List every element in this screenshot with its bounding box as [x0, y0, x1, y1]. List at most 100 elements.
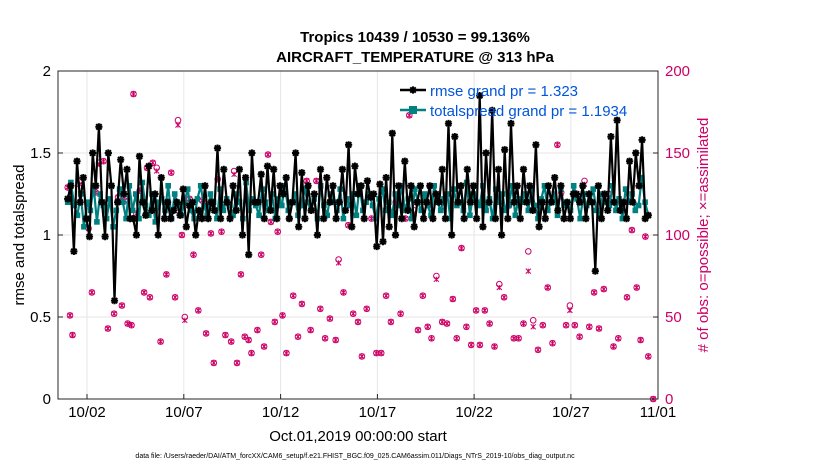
totalspread-point — [502, 207, 509, 214]
obs-assimilated-marker — [238, 271, 244, 278]
rmse-point — [157, 174, 165, 182]
obs-assimilated-marker — [119, 302, 125, 309]
rmse-point — [223, 198, 231, 206]
rmse-point — [316, 165, 325, 173]
obs-assimilated-marker — [274, 228, 281, 235]
totalspread-point — [304, 199, 311, 205]
totalspread-point — [528, 186, 535, 192]
totalspread-point — [97, 191, 103, 197]
obs-possible-marker — [529, 317, 537, 324]
rmse-point — [273, 215, 281, 223]
obs-possible-marker — [241, 333, 249, 341]
obs-possible-marker — [637, 336, 644, 344]
rmse-point — [629, 198, 637, 206]
obs-possible-marker — [146, 294, 154, 301]
rmse-point — [572, 190, 581, 198]
rmse-point — [164, 198, 172, 206]
rmse-point — [95, 123, 103, 131]
rmse-point — [498, 231, 506, 239]
totalspread-point — [541, 183, 548, 189]
obs-assimilated-marker — [222, 332, 229, 338]
totalspread-point — [81, 224, 87, 230]
obs-assimilated-marker — [195, 307, 202, 314]
y-left-tick-label: 0.5 — [30, 309, 51, 326]
obs-possible-marker — [69, 331, 76, 339]
obs-possible-marker — [414, 326, 422, 334]
rmse-point — [407, 182, 415, 190]
obs-possible-marker — [539, 321, 547, 329]
rmse-point — [616, 206, 624, 214]
obs-assimilated-marker — [279, 312, 286, 319]
rmse-point — [426, 182, 434, 190]
rmse-point — [245, 251, 253, 259]
totalspread-point — [188, 207, 194, 214]
rmse-point — [626, 157, 634, 165]
y-right-tick-label: 150 — [665, 145, 690, 162]
rmse-point — [482, 149, 490, 157]
y-right-tick-label: 50 — [665, 309, 682, 326]
chart-title-line2: AIRCRAFT_TEMPERATURE @ 313 hPa — [276, 49, 554, 66]
totalspread-point — [230, 212, 236, 219]
rmse-point — [444, 119, 453, 128]
rmse-point — [538, 198, 546, 206]
obs-assimilated-marker — [105, 325, 111, 332]
obs-possible-marker — [525, 248, 532, 255]
obs-assimilated-marker — [444, 320, 450, 327]
rmse-point — [139, 198, 147, 206]
totalspread-point — [220, 207, 227, 214]
rmse-point — [238, 231, 247, 239]
obs-possible-marker — [237, 271, 245, 278]
rmse-point — [488, 106, 496, 114]
obs-possible-marker — [298, 300, 306, 308]
obs-assimilated-marker — [383, 292, 389, 299]
rmse-point — [70, 247, 78, 255]
rmse-point — [260, 215, 268, 223]
rmse-point — [398, 215, 406, 223]
rmse-point — [351, 162, 359, 170]
obs-assimilated-marker — [424, 323, 431, 330]
rmse-point — [535, 223, 543, 231]
totalspread-point — [554, 212, 561, 219]
rmse-point — [469, 182, 478, 190]
rmse-point — [135, 152, 144, 160]
obs-possible-marker — [453, 335, 461, 342]
rmse-point — [591, 267, 599, 275]
rmse-point — [295, 223, 303, 231]
obs-assimilated-marker — [290, 292, 297, 299]
rmse-point — [413, 198, 421, 206]
obs-possible-marker — [428, 335, 435, 342]
rmse-point — [320, 215, 328, 223]
obs-assimilated-marker — [591, 289, 597, 296]
rmse-point — [213, 144, 222, 152]
obs-assimilated-marker — [218, 228, 225, 235]
totalspread-point — [606, 202, 613, 209]
rmse-point — [192, 231, 200, 239]
rmse-point — [348, 223, 356, 231]
rmse-point — [635, 182, 643, 190]
rmse-point — [117, 156, 125, 164]
totalspread-point — [158, 196, 165, 202]
rmse-point — [463, 165, 471, 173]
totalspread-point — [136, 215, 142, 222]
rmse-point — [473, 215, 481, 223]
obs-possible-marker — [354, 318, 362, 326]
totalspread-point — [593, 207, 600, 214]
obs-assimilated-marker — [245, 337, 252, 343]
rmse-point — [435, 198, 443, 206]
rmse-point — [188, 198, 197, 206]
obs-assimilated-marker — [181, 317, 188, 324]
obs-possible-marker — [88, 289, 96, 296]
rmse-point — [382, 174, 390, 182]
rmse-point — [385, 223, 393, 231]
totalspread-point — [171, 191, 178, 197]
obs-possible-marker — [645, 353, 652, 360]
totalspread-point — [437, 207, 444, 214]
rmse-point — [441, 215, 449, 223]
totalspread-point — [74, 212, 81, 219]
obs-assimilated-marker — [458, 245, 465, 251]
obs-possible-marker — [279, 312, 286, 319]
rmse-point — [148, 206, 156, 214]
rmse-point — [73, 157, 81, 165]
obs-assimilated-marker — [111, 310, 117, 317]
obs-possible-marker — [642, 233, 649, 240]
